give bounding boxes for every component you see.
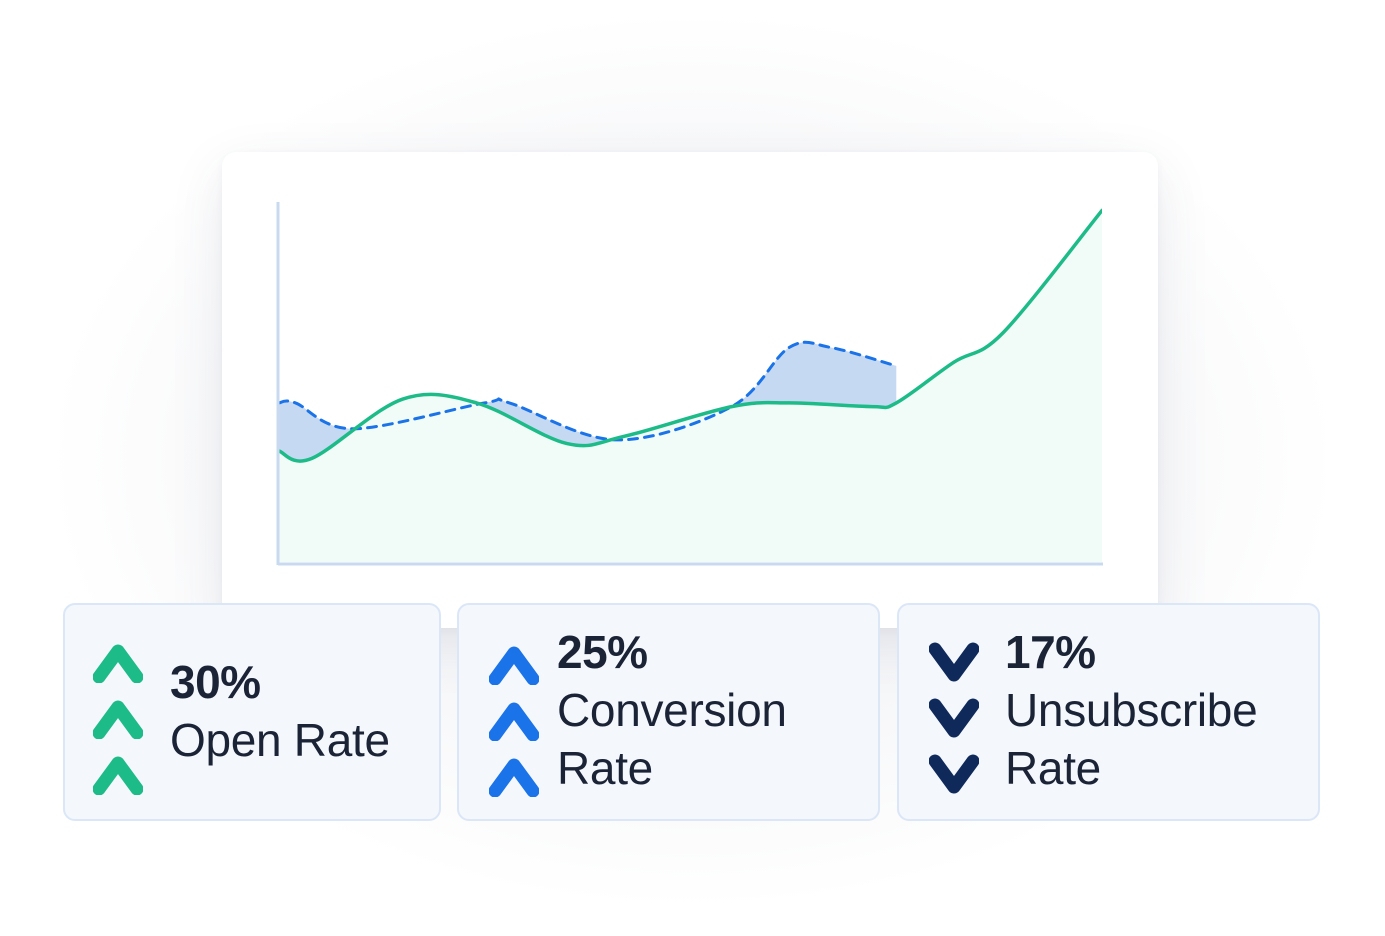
trend-chevrons-down bbox=[929, 641, 979, 809]
chevron-up-icon bbox=[489, 646, 539, 685]
chevron-up-icon bbox=[93, 700, 143, 739]
stat-card-open-rate: 30% Open Rate bbox=[63, 603, 441, 821]
stat-value: 17% bbox=[1005, 626, 1096, 678]
stat-label-line-1: Unsubscribe bbox=[1005, 684, 1258, 736]
line-area-chart bbox=[276, 202, 1103, 566]
chevron-up-icon bbox=[489, 758, 539, 797]
trend-chevrons-up bbox=[489, 641, 539, 809]
stat-label: Open Rate bbox=[170, 714, 390, 766]
stat-label-line-2: Rate bbox=[1005, 742, 1101, 794]
stat-label-line-2: Rate bbox=[557, 742, 653, 794]
chevron-up-icon bbox=[93, 644, 143, 683]
chart-card bbox=[222, 152, 1158, 628]
stat-value: 30% bbox=[170, 656, 261, 708]
stat-card-conversion-rate: 25% Conversion Rate bbox=[457, 603, 880, 821]
area-fill bbox=[279, 210, 1102, 562]
stat-card-unsubscribe-rate: 17% Unsubscribe Rate bbox=[897, 603, 1320, 821]
chevron-down-icon bbox=[929, 642, 979, 682]
chevron-down-icon bbox=[929, 698, 979, 738]
chevron-up-icon bbox=[93, 756, 143, 795]
stat-label-line-1: Conversion bbox=[557, 684, 787, 736]
chevron-down-icon bbox=[929, 754, 979, 794]
chevron-up-icon bbox=[489, 702, 539, 741]
stat-value: 25% bbox=[557, 626, 648, 678]
series-solid-line bbox=[279, 208, 1102, 463]
trend-chevrons-up bbox=[93, 639, 143, 807]
